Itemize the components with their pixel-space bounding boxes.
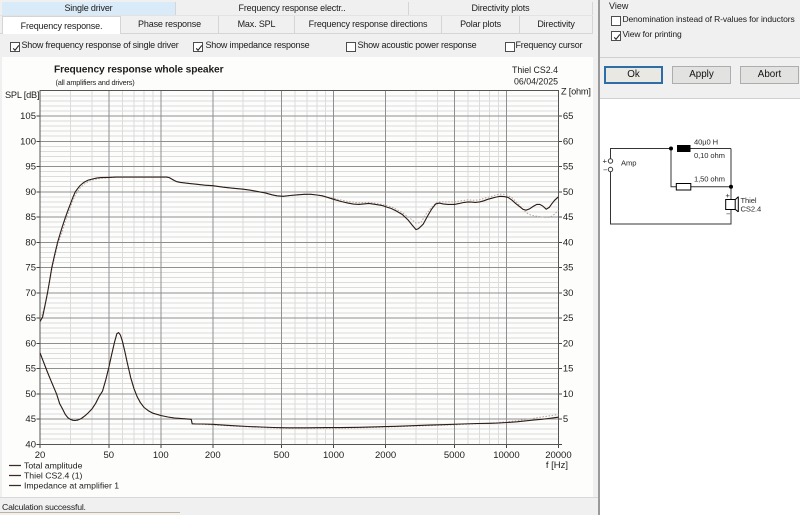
svg-text:−: − — [603, 166, 608, 175]
svg-text:Thiel: Thiel — [741, 196, 757, 205]
svg-text:1000: 1000 — [323, 450, 344, 461]
svg-text:40: 40 — [563, 238, 574, 249]
svg-text:90: 90 — [25, 187, 36, 198]
svg-text:105: 105 — [20, 111, 36, 122]
svg-text:5: 5 — [563, 414, 568, 425]
svg-text:+: + — [603, 157, 608, 166]
svg-text:+: + — [726, 191, 731, 200]
svg-text:SPL [dB]: SPL [dB] — [5, 90, 39, 100]
svg-text:Amp: Amp — [621, 159, 636, 168]
svg-text:55: 55 — [25, 364, 36, 375]
svg-text:200: 200 — [205, 450, 221, 461]
svg-text:50: 50 — [104, 450, 115, 461]
svg-text:100: 100 — [153, 450, 169, 461]
svg-text:06/04/2025: 06/04/2025 — [514, 77, 558, 87]
svg-text:(all amplifiers and drivers): (all amplifiers and drivers) — [56, 78, 135, 87]
svg-text:70: 70 — [25, 288, 36, 299]
svg-text:Thiel CS2.4: Thiel CS2.4 — [512, 65, 558, 75]
svg-text:Frequency response whole speak: Frequency response whole speaker — [54, 65, 224, 76]
svg-text:2000: 2000 — [375, 450, 396, 461]
svg-text:30: 30 — [563, 288, 574, 299]
svg-text:75: 75 — [25, 263, 36, 274]
svg-text:95: 95 — [25, 162, 36, 173]
svg-text:20: 20 — [563, 339, 574, 350]
svg-text:25: 25 — [563, 313, 574, 324]
svg-text:80: 80 — [25, 238, 36, 249]
svg-text:500: 500 — [274, 450, 290, 461]
svg-text:40µ0 H: 40µ0 H — [694, 138, 718, 147]
svg-text:CS2.4: CS2.4 — [741, 205, 762, 214]
svg-text:Z [ohm]: Z [ohm] — [561, 87, 591, 97]
svg-text:15: 15 — [563, 364, 574, 375]
svg-text:60: 60 — [25, 339, 36, 350]
svg-text:65: 65 — [563, 111, 574, 122]
svg-text:20000: 20000 — [545, 450, 571, 461]
svg-text:35: 35 — [563, 263, 574, 274]
svg-text:10: 10 — [563, 389, 574, 400]
svg-text:100: 100 — [20, 137, 36, 148]
svg-text:65: 65 — [25, 313, 36, 324]
svg-text:f [Hz]: f [Hz] — [546, 460, 568, 471]
svg-text:Impedance at amplifier 1: Impedance at amplifier 1 — [24, 481, 119, 491]
svg-text:20: 20 — [35, 450, 46, 461]
svg-text:45: 45 — [25, 414, 36, 425]
svg-text:50: 50 — [25, 389, 36, 400]
svg-text:10000: 10000 — [493, 450, 519, 461]
svg-text:5000: 5000 — [444, 450, 465, 461]
svg-text:1,50 ohm: 1,50 ohm — [694, 175, 725, 184]
svg-text:45: 45 — [563, 212, 574, 223]
svg-text:60: 60 — [563, 137, 574, 148]
svg-text:Total amplitude: Total amplitude — [24, 461, 83, 471]
svg-text:Thiel CS2.4 (1): Thiel CS2.4 (1) — [24, 471, 83, 481]
svg-text:85: 85 — [25, 212, 36, 223]
svg-text:55: 55 — [563, 162, 574, 173]
svg-text:50: 50 — [563, 187, 574, 198]
svg-text:−: − — [726, 210, 731, 219]
svg-text:0,10 ohm: 0,10 ohm — [694, 151, 725, 160]
svg-text:40: 40 — [25, 440, 36, 451]
